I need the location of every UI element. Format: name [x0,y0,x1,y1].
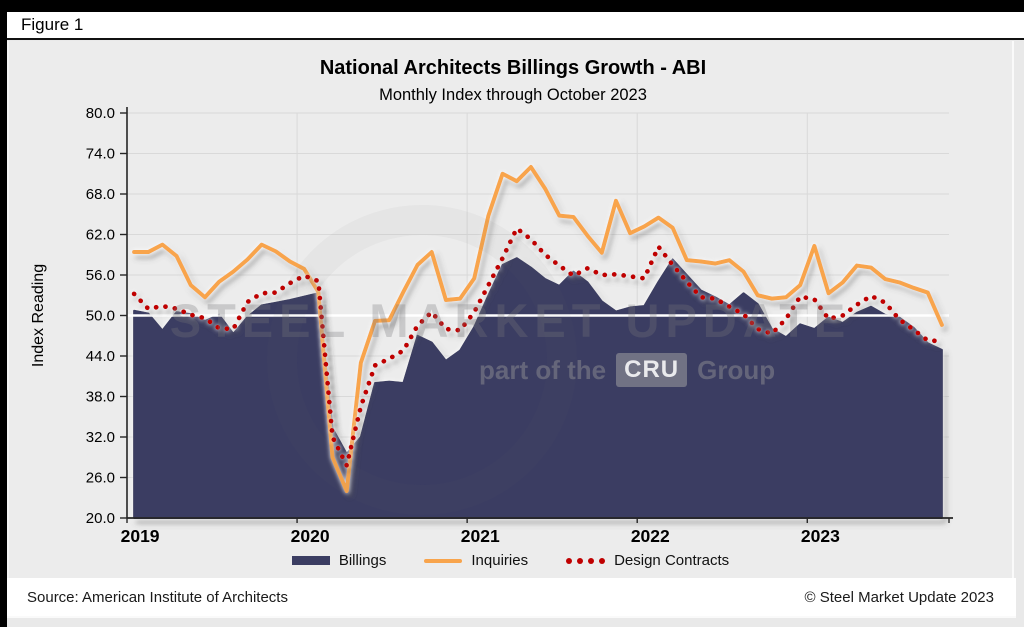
y-tick-label: 44.0 [86,348,115,365]
abi-combo-chart: National Architects Billings Growth - AB… [30,57,953,546]
x-year-label: 2020 [291,526,330,546]
legend-swatch-inquiries [424,558,463,563]
figure-label: Figure 1 [21,15,84,34]
y-axis-label: Index Reading [30,264,47,367]
copyright-text: © Steel Market Update 2023 [804,588,995,606]
legend-item-billings: Billings [291,552,387,569]
y-tick-label: 50.0 [86,308,115,325]
legend-item-inquiries: Inquiries [424,552,528,569]
y-tick-label: 56.0 [86,267,115,284]
figure-label-strip: Figure 1 [7,12,1024,40]
legend-label-design-contracts: Design Contracts [614,552,730,569]
frame-left-bar [0,0,7,627]
y-tick-label: 20.0 [86,510,115,527]
inquiries-line [132,165,944,493]
y-tick-label: 26.0 [86,470,115,487]
legend-swatch-billings [291,556,330,565]
footer: Source: American Institute of Architects… [7,578,1016,618]
legend-swatch-design-contracts [566,557,606,564]
y-tick-label: 68.0 [86,186,115,203]
legend-label-inquiries: Inquiries [471,552,529,569]
y-tick-label: 74.0 [86,146,115,163]
x-year-label: 2023 [801,526,840,546]
x-year-label: 2021 [461,526,500,546]
chart-legend: Billings Inquiries Design Contracts [9,552,1012,569]
design-contracts-line [131,226,945,468]
x-year-label: 2019 [121,526,160,546]
y-tick-label: 32.0 [86,429,115,446]
x-year-label: 2022 [631,526,670,546]
source-text: Source: American Institute of Architects [27,588,288,606]
legend-label-billings: Billings [338,552,387,569]
frame-top-bar [0,0,1024,12]
y-tick-label: 38.0 [86,389,115,406]
billings-area [133,257,943,519]
chart-subtitle: Monthly Index through October 2023 [379,86,647,104]
y-tick-label: 62.0 [86,227,115,244]
chart-area: National Architects Billings Growth - AB… [7,41,1014,578]
legend-item-design-contracts: Design Contracts [566,552,729,569]
y-tick-label: 80.0 [86,105,115,122]
chart-title: National Architects Billings Growth - AB… [320,57,706,79]
